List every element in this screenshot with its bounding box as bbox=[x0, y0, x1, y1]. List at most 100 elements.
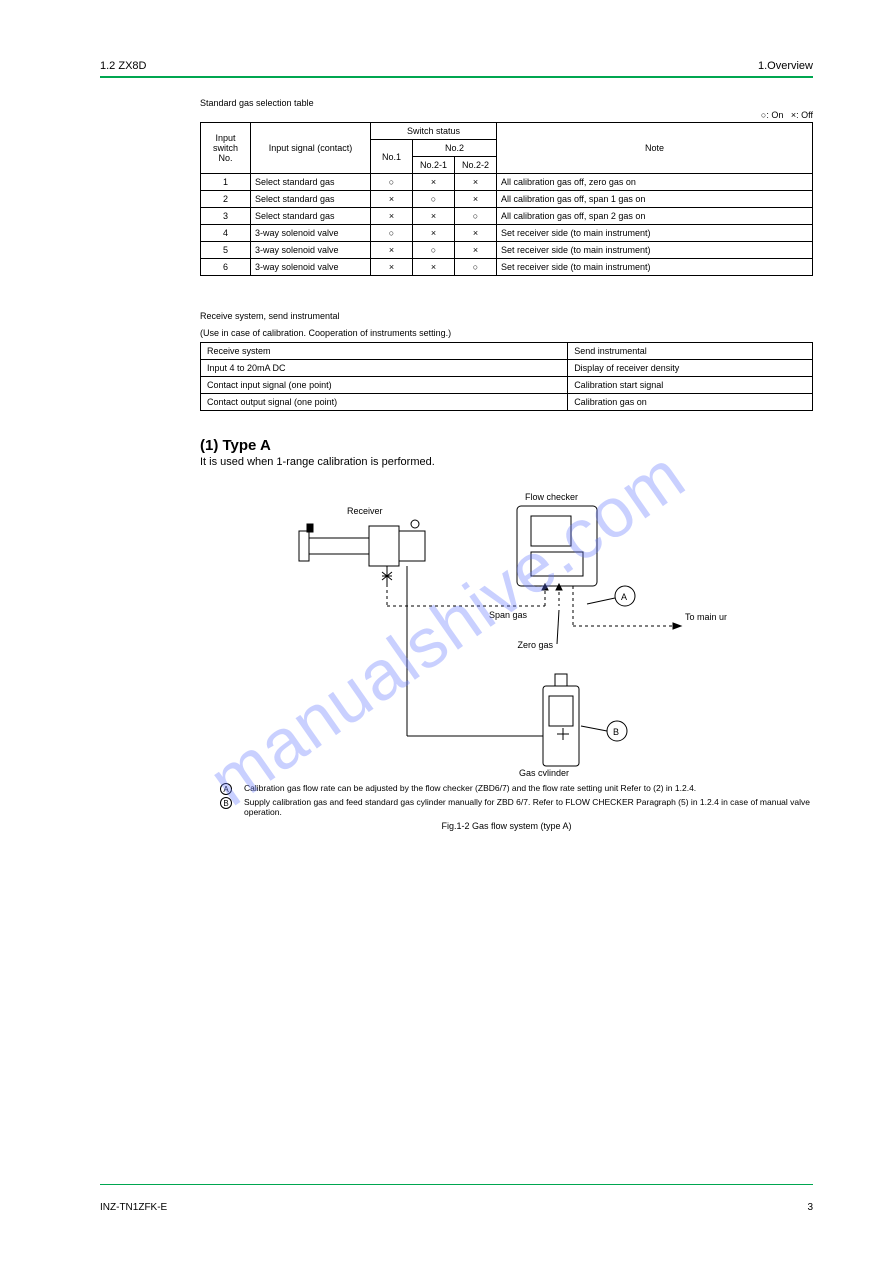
cell: × bbox=[413, 208, 455, 225]
label-flow-checker: Flow checker bbox=[525, 492, 578, 502]
callout-a-letter: A bbox=[621, 592, 627, 602]
cell: 3-way solenoid valve bbox=[251, 259, 371, 276]
cell: ○ bbox=[371, 174, 413, 191]
cell: 5 bbox=[201, 242, 251, 259]
table-row: Receive system Send instrumental bbox=[201, 343, 813, 360]
cell: Contact input signal (one point) bbox=[201, 377, 568, 394]
footer-right: 3 bbox=[807, 1202, 813, 1213]
legend-off: ×: Off bbox=[791, 110, 813, 120]
col-kind: Receive system bbox=[201, 343, 568, 360]
footer-left: INZ-TN1ZFK-E bbox=[100, 1202, 167, 1213]
page: 1.2 ZX8D 1.Overview Standard gas selecti… bbox=[0, 0, 893, 1263]
page-footer: INZ-TN1ZFK-E 3 bbox=[100, 1202, 813, 1213]
cell: Input 4 to 20mA DC bbox=[201, 360, 568, 377]
cell: Select standard gas bbox=[251, 174, 371, 191]
table-row: 4 3-way solenoid valve ○ × × Set receive… bbox=[201, 225, 813, 242]
col-signal: Input signal (contact) bbox=[251, 123, 371, 174]
col-instr: Send instrumental bbox=[568, 343, 813, 360]
table1-legend: ○: On ×: Off bbox=[200, 110, 813, 120]
table-row: Contact output signal (one point) Calibr… bbox=[201, 394, 813, 411]
cell: 1 bbox=[201, 174, 251, 191]
cell: × bbox=[455, 191, 497, 208]
label-main: To main unit bbox=[685, 612, 727, 622]
col-no1: No.1 bbox=[371, 140, 413, 174]
header-right: 1.Overview bbox=[758, 60, 813, 72]
cell: 3-way solenoid valve bbox=[251, 242, 371, 259]
header-rule bbox=[100, 76, 813, 78]
cell: ○ bbox=[371, 225, 413, 242]
table2-title: Receive system, send instrumental bbox=[200, 311, 340, 321]
cell: × bbox=[455, 174, 497, 191]
cell: All calibration gas off, span 2 gas on bbox=[497, 208, 813, 225]
table-row: Input 4 to 20mA DC Display of receiver d… bbox=[201, 360, 813, 377]
table1-title: Standard gas selection table bbox=[200, 98, 813, 108]
cell: Set receiver side (to main instrument) bbox=[497, 242, 813, 259]
table2: Receive system Send instrumental Input 4… bbox=[200, 342, 813, 411]
figure-caption: Fig.1-2 Gas flow system (type A) bbox=[200, 821, 813, 831]
footer-rule bbox=[100, 1184, 813, 1185]
col-no22: No.2-2 bbox=[455, 157, 497, 174]
label-zero: Zero gas bbox=[517, 640, 553, 650]
table-row: 3 Select standard gas × × ○ All calibrat… bbox=[201, 208, 813, 225]
cell: ○ bbox=[413, 242, 455, 259]
label-receiver: Receiver bbox=[347, 506, 383, 516]
table-row: 1 Select standard gas ○ × × All calibrat… bbox=[201, 174, 813, 191]
table-row: Contact input signal (one point) Calibra… bbox=[201, 377, 813, 394]
callout-b-key: B bbox=[220, 797, 234, 817]
cell: × bbox=[455, 242, 497, 259]
label-cylinder: Gas cylinder bbox=[519, 768, 569, 776]
flow-checker-icon bbox=[517, 506, 597, 586]
col-status: Switch status bbox=[371, 123, 497, 140]
cell: × bbox=[413, 225, 455, 242]
table2-note: (Use in case of calibration. Cooperation… bbox=[200, 328, 813, 338]
zero-leader bbox=[557, 610, 559, 644]
cell: Calibration start signal bbox=[568, 377, 813, 394]
col-no2: No.2 bbox=[413, 140, 497, 157]
type-a-section: (1) Type A It is used when 1-range calib… bbox=[200, 437, 813, 831]
table1-head: Input switch No. Input signal (contact) … bbox=[201, 123, 813, 174]
figure-wrap: Receiver Flow checker bbox=[200, 476, 813, 831]
cell: All calibration gas off, span 1 gas on bbox=[497, 191, 813, 208]
col-no21: No.2-1 bbox=[413, 157, 455, 174]
table1: Input switch No. Input signal (contact) … bbox=[200, 122, 813, 276]
cell: Select standard gas bbox=[251, 208, 371, 225]
callout-b-text: Supply calibration gas and feed standard… bbox=[244, 797, 813, 817]
cell: Set receiver side (to main instrument) bbox=[497, 259, 813, 276]
cell: × bbox=[371, 191, 413, 208]
receiver-icon bbox=[299, 520, 425, 566]
cell: × bbox=[371, 242, 413, 259]
label-span: Span gas bbox=[488, 610, 527, 620]
cell: ○ bbox=[455, 208, 497, 225]
gas-flow-diagram: Receiver Flow checker bbox=[287, 476, 727, 776]
cell: × bbox=[413, 259, 455, 276]
legend-on: ○: On bbox=[761, 110, 783, 120]
valve-icon bbox=[382, 566, 392, 584]
callout-b-line bbox=[581, 726, 607, 731]
table-row: 5 3-way solenoid valve × ○ × Set receive… bbox=[201, 242, 813, 259]
cell: Select standard gas bbox=[251, 191, 371, 208]
callout-a-key: A bbox=[220, 783, 234, 795]
gas-cylinder-icon bbox=[543, 674, 579, 766]
col-note: Note bbox=[497, 123, 813, 174]
callout-a-line bbox=[587, 598, 615, 604]
cell: ○ bbox=[455, 259, 497, 276]
col-switch: Input switch No. bbox=[201, 123, 251, 174]
pipe-lines bbox=[387, 584, 681, 629]
cell: Set receiver side (to main instrument) bbox=[497, 225, 813, 242]
type-a-heading: (1) Type A bbox=[200, 437, 813, 454]
cell: 6 bbox=[201, 259, 251, 276]
table-row: 2 Select standard gas × ○ × All calibrat… bbox=[201, 191, 813, 208]
table1-body: 1 Select standard gas ○ × × All calibrat… bbox=[201, 174, 813, 276]
cell: × bbox=[413, 174, 455, 191]
cell: × bbox=[371, 259, 413, 276]
cell: All calibration gas off, zero gas on bbox=[497, 174, 813, 191]
header-left: 1.2 ZX8D bbox=[100, 60, 146, 72]
callout-a-text: Calibration gas flow rate can be adjuste… bbox=[244, 783, 813, 795]
table-row: 6 3-way solenoid valve × × ○ Set receive… bbox=[201, 259, 813, 276]
cell: 2 bbox=[201, 191, 251, 208]
cell: × bbox=[371, 208, 413, 225]
cell: Calibration gas on bbox=[568, 394, 813, 411]
type-a-sub: It is used when 1-range calibration is p… bbox=[200, 456, 813, 468]
callout-b-letter: B bbox=[613, 727, 619, 737]
cell: 3-way solenoid valve bbox=[251, 225, 371, 242]
